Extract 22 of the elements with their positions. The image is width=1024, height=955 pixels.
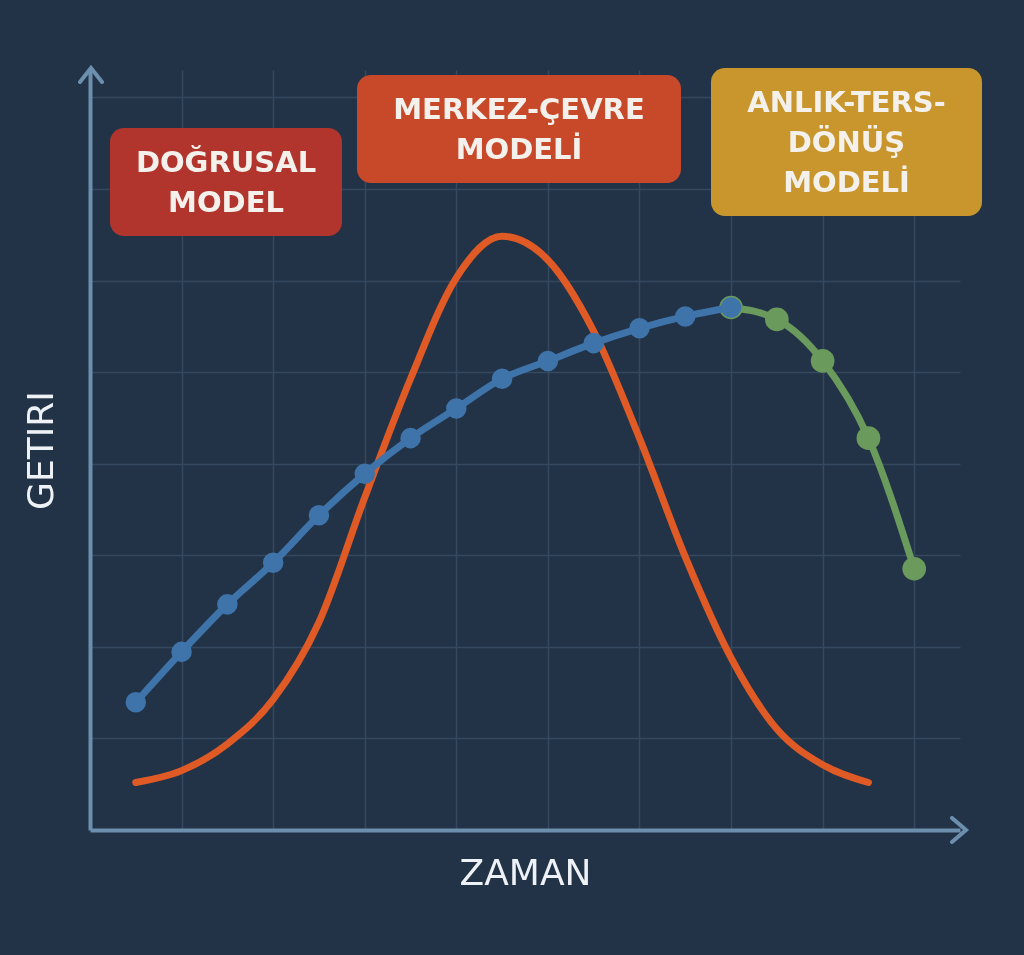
point xyxy=(308,505,330,526)
point xyxy=(810,349,835,373)
point xyxy=(125,692,147,713)
y-axis-title: GETIRI xyxy=(19,391,61,510)
point xyxy=(262,552,284,574)
point xyxy=(856,426,881,450)
point xyxy=(629,318,650,339)
point xyxy=(446,398,467,419)
point xyxy=(765,307,789,332)
point xyxy=(491,368,513,389)
point xyxy=(902,556,927,581)
point xyxy=(583,332,604,354)
text: DOĞRUSAL MODEL xyxy=(110,128,342,236)
x-axis-title: ZAMAN xyxy=(459,851,592,893)
point xyxy=(354,463,375,484)
point xyxy=(171,641,192,663)
text: MERKEZ-ÇEVRE MODELİ xyxy=(357,75,681,183)
point xyxy=(675,306,696,327)
point xyxy=(400,427,421,449)
text: ANLIK-TERS-DÖNÜŞ MODELİ xyxy=(711,68,982,216)
point xyxy=(217,594,238,615)
point xyxy=(537,350,559,372)
